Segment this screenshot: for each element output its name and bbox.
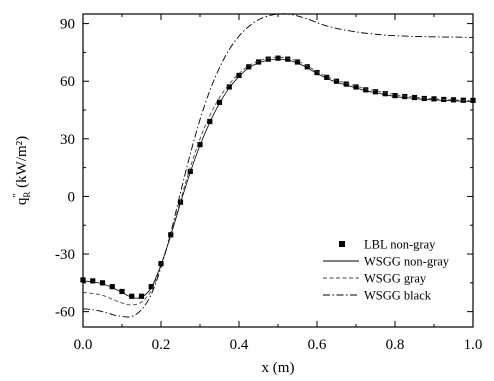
x-tick-label: 0.8 — [386, 337, 405, 353]
data-point — [148, 284, 154, 290]
legend-marker — [339, 241, 345, 247]
data-point — [450, 97, 457, 103]
data-point — [129, 293, 135, 299]
data-point — [411, 94, 418, 101]
y-tick-label: 30 — [60, 132, 75, 148]
x-tick-label: 0.4 — [230, 337, 249, 353]
legend-item-lbl-non-gray: LBL non-gray — [339, 238, 436, 252]
data-point — [343, 81, 349, 87]
legend-label: WSGG non-gray — [364, 255, 450, 269]
legend-label: LBL non-gray — [364, 238, 436, 252]
x-axis-title: x (m) — [262, 360, 295, 376]
series-line-wsgg-non-gray — [82, 58, 474, 299]
legend-item-wsgg-black: WSGG black — [323, 289, 432, 303]
x-tick-label: 0.6 — [308, 337, 327, 353]
data-point — [90, 278, 96, 284]
data-point — [372, 89, 379, 95]
y-axis-ticks: -60 -30 0 30 60 90 — [55, 17, 473, 321]
data-point — [255, 59, 262, 65]
data-point — [314, 69, 320, 76]
data-point — [402, 93, 408, 100]
data-point — [392, 93, 398, 99]
data-point — [324, 74, 330, 80]
y-axis-title-main: q — [14, 197, 30, 205]
series-line-wsgg-black — [82, 13, 474, 318]
data-point — [265, 56, 271, 62]
data-point — [304, 64, 310, 70]
y-tick-label: 60 — [60, 74, 75, 90]
data-point — [207, 118, 213, 125]
data-point — [109, 284, 115, 290]
y-axis-title-superscript: " — [12, 194, 23, 198]
x-tick-label: 1.0 — [464, 337, 483, 353]
data-point — [216, 99, 223, 105]
legend: LBL non-gray WSGG non-gray WSGG gray WSGG b… — [323, 238, 450, 303]
data-point — [431, 96, 437, 102]
data-point — [138, 293, 145, 299]
legend-item-wsgg-gray: WSGG gray — [323, 272, 427, 286]
data-point — [353, 84, 359, 90]
y-tick-label: -30 — [55, 247, 75, 263]
y-axis-title-subscript: R — [22, 192, 32, 198]
legend-label: WSGG black — [364, 289, 432, 303]
data-point — [275, 55, 281, 61]
plot-area: 0.0 0.2 0.4 0.6 0.8 1.0 -60 -30 0 30 60 90 — [55, 13, 483, 353]
data-point — [246, 64, 252, 70]
y-axis-title: q"R (kW/m²) — [12, 136, 32, 205]
y-tick-label: 90 — [60, 17, 75, 33]
x-tick-label: 0.0 — [74, 337, 93, 353]
data-point — [236, 72, 242, 79]
legend-label: WSGG gray — [364, 272, 427, 286]
data-point — [99, 280, 106, 286]
data-point — [363, 87, 369, 93]
data-point — [119, 288, 125, 295]
legend-item-wsgg-non-gray: WSGG non-gray — [323, 255, 450, 269]
x-tick-label: 0.2 — [152, 337, 171, 353]
y-tick-label: -60 — [55, 305, 75, 321]
data-point — [382, 91, 388, 97]
x-axis-ticks: 0.0 0.2 0.4 0.6 0.8 1.0 — [74, 14, 483, 353]
data-point — [226, 84, 232, 90]
data-point — [333, 78, 340, 84]
y-axis-title-units: (kW/m²) — [14, 136, 30, 192]
data-point — [294, 59, 301, 65]
data-point — [285, 56, 291, 62]
y-tick-label: 0 — [68, 189, 76, 205]
